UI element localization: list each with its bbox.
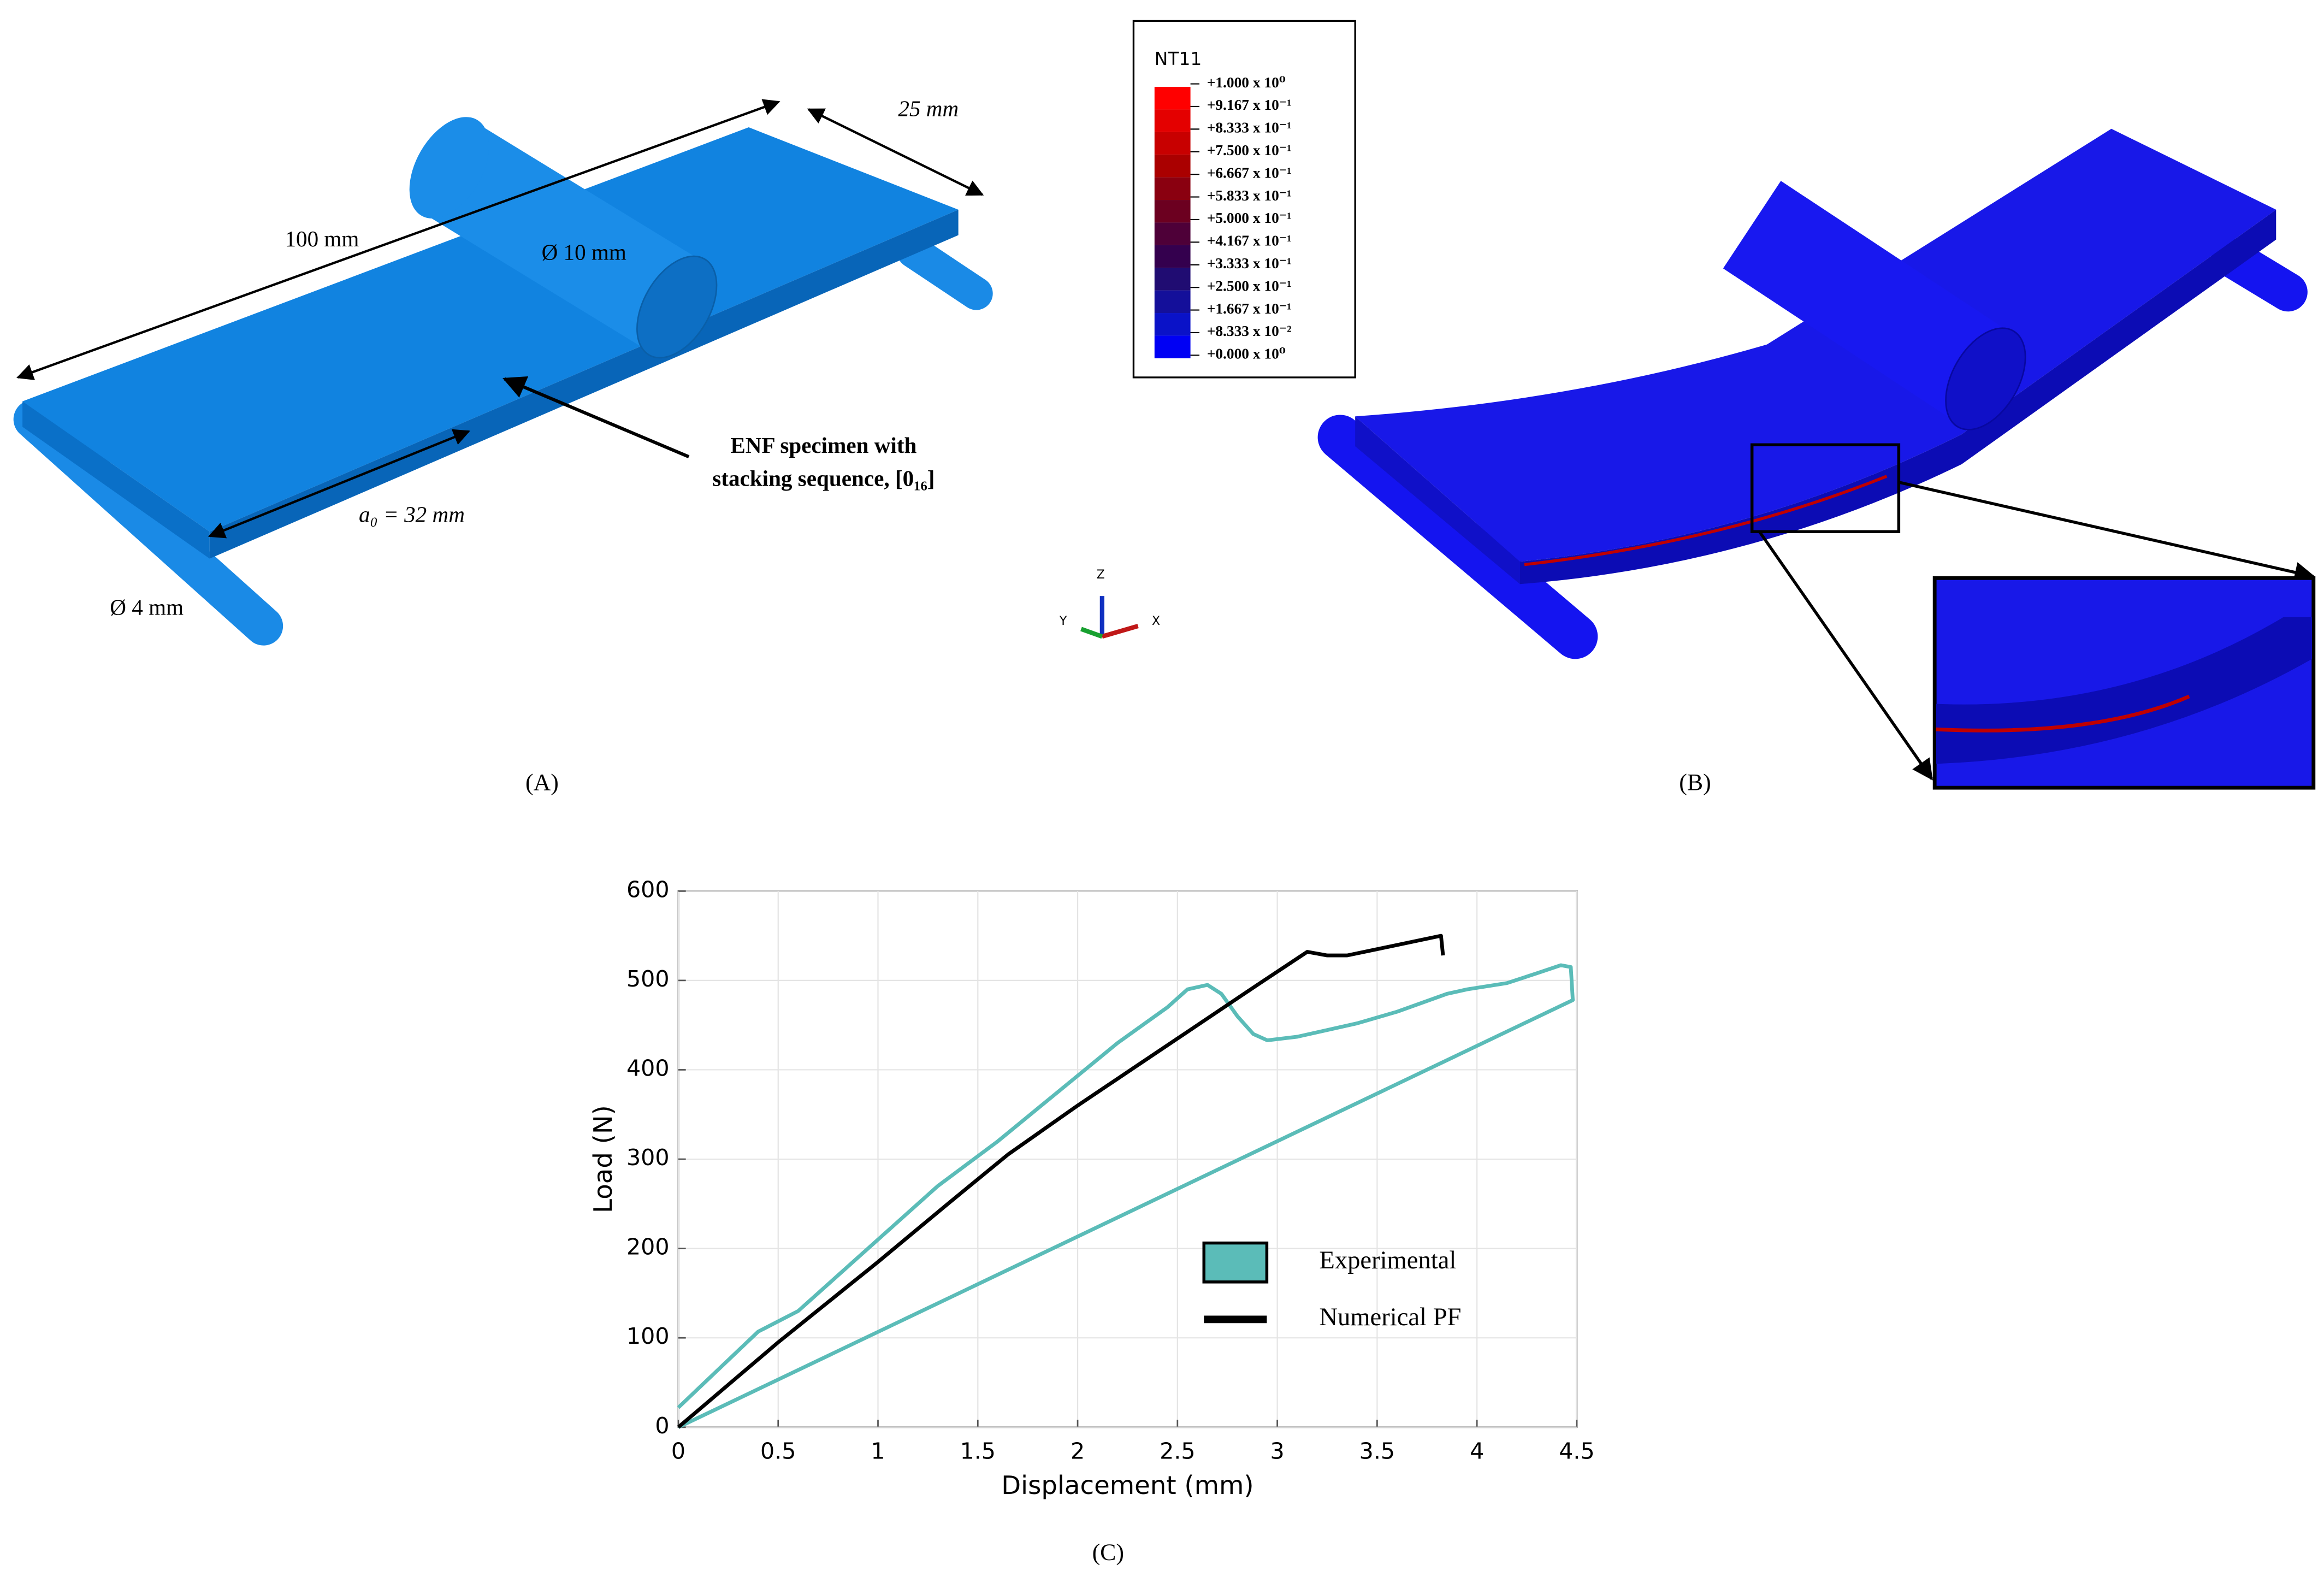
panel-a-dimensions: [16, 99, 984, 539]
loading-diameter-label: Ø 10 mm: [542, 240, 626, 265]
legend-label: +4.167 x 10⁻¹: [1207, 233, 1292, 249]
legend-swatch: [1154, 177, 1191, 200]
crack-length-label: a₀ = 32 mm: [359, 501, 465, 527]
x-tick-label: 2: [1071, 1438, 1085, 1464]
legend-label: Numerical PF: [1319, 1303, 1461, 1331]
legend-label: +7.500 x 10⁻¹: [1207, 142, 1292, 158]
legend-label: +8.333 x 10⁻¹: [1207, 120, 1292, 136]
x-tick-label: 0: [671, 1438, 685, 1464]
legend-label: +6.667 x 10⁻¹: [1207, 164, 1292, 181]
axis-triad: [1080, 596, 1139, 639]
width-label: 25 mm: [898, 96, 959, 121]
x-axis-label: Displacement (mm): [1001, 1470, 1253, 1500]
y-tick-label: 600: [626, 876, 669, 902]
legend-label: +5.833 x 10⁻¹: [1207, 187, 1292, 204]
panel-a-model: [13, 117, 993, 646]
specimen-note: ENF specimen with: [730, 433, 916, 458]
legend-swatch: [1154, 313, 1191, 336]
legend-swatch: [1154, 155, 1191, 178]
triad-label: X: [1152, 615, 1160, 628]
x-tick-label: 2.5: [1160, 1438, 1195, 1464]
legend-swatch: [1154, 268, 1191, 291]
specimen-note: stacking sequence, [0₁₆]: [712, 466, 935, 491]
panel-label: (B): [1679, 770, 1711, 796]
legend-label: Experimental: [1319, 1246, 1456, 1274]
legend-swatch: [1154, 245, 1191, 268]
y-tick-label: 500: [626, 966, 669, 992]
panel-label: (C): [1092, 1539, 1124, 1566]
legend-swatch: [1154, 87, 1191, 110]
legend-swatch: [1154, 200, 1191, 223]
x-tick-label: 3: [1270, 1438, 1285, 1464]
series-line: [677, 963, 1575, 1429]
y-tick-label: 0: [655, 1413, 669, 1439]
series-line: [677, 934, 1445, 1429]
legend-label: +1.667 x 10⁻¹: [1207, 300, 1292, 317]
y-tick-label: 300: [626, 1144, 669, 1171]
x-tick-label: 1: [871, 1438, 885, 1464]
legend-title: NT11: [1155, 48, 1202, 69]
legend-label: +5.000 x 10⁻¹: [1207, 210, 1292, 226]
panel-b-model: [1317, 128, 2316, 790]
support-diameter-label: Ø 4 mm: [110, 594, 184, 619]
legend-swatch: [1154, 109, 1191, 132]
legend-label: +8.333 x 10⁻²: [1207, 323, 1292, 339]
y-tick-label: 400: [626, 1055, 669, 1081]
legend-label: +3.333 x 10⁻¹: [1207, 255, 1292, 271]
legend-label: +1.000 x 10⁰: [1207, 74, 1286, 91]
triad-label: Z: [1097, 568, 1105, 582]
legend-swatch: [1154, 335, 1191, 358]
panel-label: (A): [525, 770, 559, 796]
y-axis-label: Load (N): [588, 1105, 618, 1213]
legend-label: +2.500 x 10⁻¹: [1207, 277, 1292, 294]
legend-label: +9.167 x 10⁻¹: [1207, 97, 1292, 113]
length-label: 100 mm: [285, 226, 359, 251]
legend-swatch: [1154, 132, 1191, 155]
y-tick-label: 200: [626, 1234, 669, 1260]
x-tick-label: 3.5: [1359, 1438, 1395, 1464]
legend-label: +0.000 x 10⁰: [1207, 346, 1286, 362]
legend-swatch: [1154, 222, 1191, 245]
legend-swatch: [1154, 290, 1191, 314]
x-tick-label: 4.5: [1559, 1438, 1594, 1464]
legend-swatch: [1202, 1241, 1269, 1284]
x-tick-label: 0.5: [760, 1438, 796, 1464]
triad-label: Y: [1059, 615, 1067, 628]
x-tick-label: 1.5: [960, 1438, 996, 1464]
y-tick-label: 100: [626, 1323, 669, 1349]
x-tick-label: 4: [1470, 1438, 1484, 1464]
